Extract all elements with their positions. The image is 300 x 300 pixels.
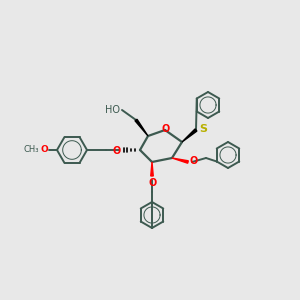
Text: O: O: [40, 146, 48, 154]
Text: O: O: [162, 124, 170, 134]
Text: S: S: [199, 124, 207, 134]
Text: O: O: [190, 156, 198, 166]
Text: O: O: [149, 178, 157, 188]
Text: O: O: [113, 146, 121, 155]
Polygon shape: [151, 162, 153, 176]
Polygon shape: [172, 158, 188, 163]
Polygon shape: [182, 129, 197, 142]
Text: HO: HO: [105, 105, 120, 115]
Text: CH₃: CH₃: [23, 146, 39, 154]
Polygon shape: [135, 119, 148, 136]
